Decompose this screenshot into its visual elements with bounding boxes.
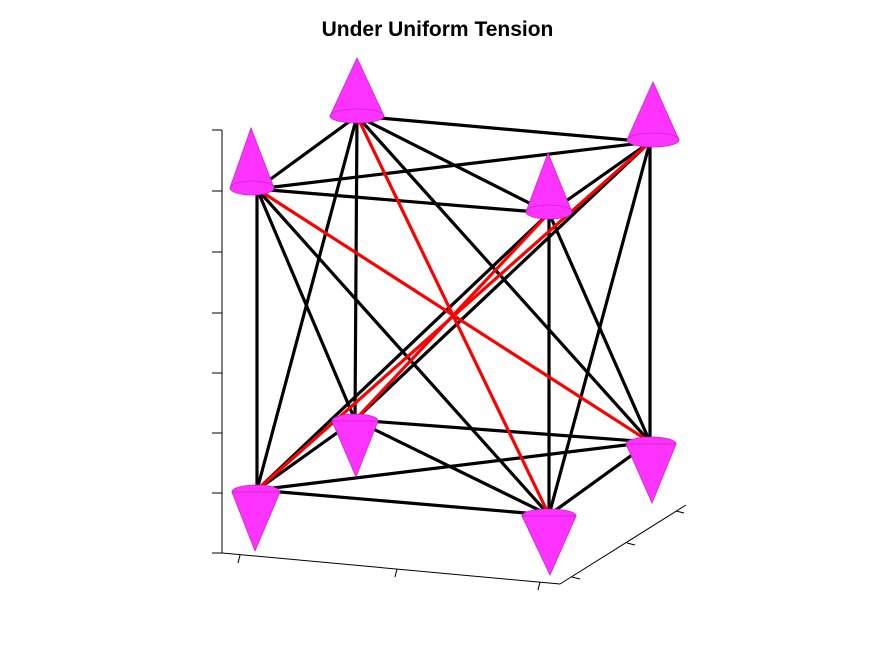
- tension-members: [255, 114, 652, 517]
- y-tick: [626, 542, 636, 546]
- plot-title: Under Uniform Tension: [321, 18, 554, 41]
- force-cone-down: [231, 484, 281, 553]
- x-axis-line: [221, 552, 561, 585]
- member: [255, 211, 551, 492]
- axes: [212, 129, 687, 591]
- members: [255, 114, 652, 517]
- force-cones: [229, 57, 680, 576]
- force-cone-up: [626, 81, 680, 148]
- y-tick: [675, 510, 685, 514]
- member: [353, 418, 652, 444]
- force-cone-down: [625, 436, 677, 505]
- member: [355, 114, 551, 215]
- x-tick: [237, 554, 241, 564]
- x-tick: [394, 568, 398, 578]
- member: [353, 114, 359, 422]
- tension-member: [255, 140, 652, 492]
- y-axis-line: [559, 504, 687, 585]
- member: [255, 187, 551, 215]
- member: [255, 440, 652, 492]
- member: [255, 114, 359, 191]
- member: [547, 140, 652, 517]
- force-cone-up: [329, 57, 385, 124]
- member: [355, 114, 652, 144]
- x-axis-ticks: [237, 554, 541, 591]
- y-axis-ticks: [571, 510, 685, 580]
- force-cone-up: [525, 151, 573, 220]
- force-cone-down: [521, 508, 577, 576]
- member: [255, 114, 359, 492]
- z-axis-ticks: [212, 129, 222, 554]
- force-cone-down: [331, 413, 379, 479]
- x-tick: [537, 581, 541, 591]
- y-tick: [571, 576, 581, 580]
- member: [353, 140, 652, 422]
- member: [255, 488, 551, 517]
- member: [353, 418, 551, 517]
- force-cone-up: [229, 126, 275, 196]
